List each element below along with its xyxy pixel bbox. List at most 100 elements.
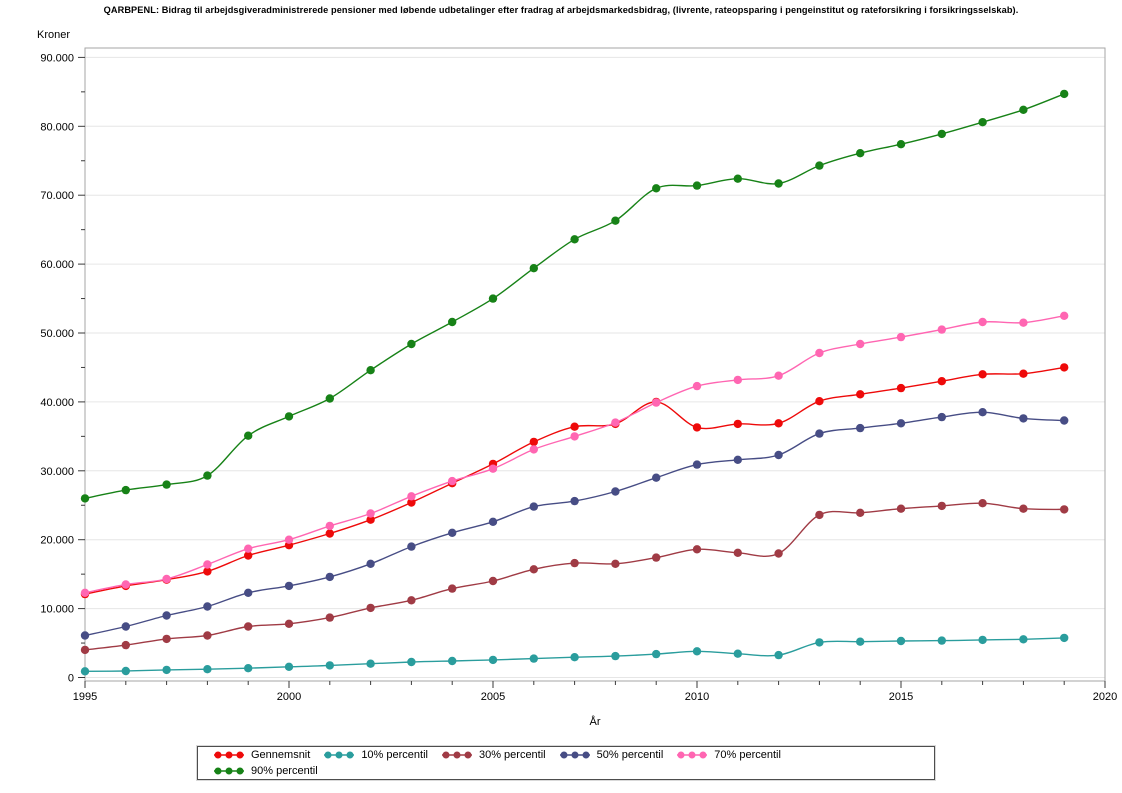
series-point: [284, 412, 294, 421]
series-point: [244, 551, 253, 560]
legend-item: 70% percentil: [676, 749, 781, 761]
y-tick-label: 10.000: [40, 604, 74, 616]
legend-row: 90% percentil: [198, 763, 934, 779]
series-point: [448, 656, 457, 666]
series-point: [774, 650, 783, 660]
x-tick-label: 1995: [73, 691, 97, 703]
series-point: [978, 370, 987, 379]
series-point: [856, 637, 865, 646]
series-point: [244, 622, 253, 631]
legend-series-marker-icon: [677, 751, 708, 759]
legend-series-marker-icon: [441, 751, 472, 759]
series-point: [162, 634, 171, 644]
y-tick-label: 20.000: [40, 535, 74, 547]
series-point: [284, 535, 294, 544]
series-point: [80, 494, 90, 503]
series-point: [121, 666, 130, 676]
series-point: [366, 515, 375, 524]
series-point: [162, 480, 171, 489]
series-point: [203, 567, 212, 576]
series-point: [856, 339, 865, 349]
legend-series-marker-icon: [559, 751, 590, 759]
series-point: [121, 640, 130, 650]
series-point: [856, 149, 865, 158]
series-point: [244, 664, 253, 673]
series-point: [1060, 416, 1069, 425]
series-point: [529, 445, 538, 454]
series-point: [448, 584, 457, 593]
series-point: [366, 366, 375, 375]
legend-label: 70% percentil: [714, 749, 781, 761]
series-point: [1060, 311, 1069, 320]
legend-item: 30% percentil: [441, 749, 546, 761]
series-point: [80, 588, 90, 597]
series-point: [815, 429, 824, 438]
series-point: [529, 654, 538, 663]
series-point: [325, 529, 334, 538]
series-point: [244, 588, 253, 597]
series-point: [284, 662, 294, 671]
series-point: [896, 419, 906, 428]
x-tick-label: 2015: [889, 691, 913, 703]
y-tick-label: 90.000: [40, 52, 74, 64]
series-point: [692, 545, 702, 554]
series-point: [407, 596, 416, 605]
series-point: [203, 471, 212, 480]
y-axis-title: Kroner: [37, 29, 71, 41]
y-tick-label: 40.000: [40, 397, 74, 409]
series-point: [896, 504, 906, 513]
series-point: [733, 649, 742, 658]
series-point: [529, 264, 538, 273]
series-point: [896, 383, 906, 393]
series-point: [774, 549, 783, 558]
series-point: [896, 636, 906, 646]
series-point: [815, 348, 824, 358]
series-point: [80, 645, 90, 655]
x-axis-title: År: [589, 716, 601, 728]
series-point: [529, 502, 538, 511]
legend-series-marker-icon: [324, 751, 355, 759]
series-point: [856, 508, 865, 517]
series-point: [448, 476, 457, 486]
y-tick-label: 0: [68, 673, 74, 685]
series-point: [815, 161, 824, 170]
x-tick-label: 2010: [685, 691, 709, 703]
series-point: [937, 129, 946, 139]
series-point: [325, 521, 334, 531]
series-point: [652, 184, 661, 193]
legend-item: 50% percentil: [559, 749, 663, 761]
series-line: [84, 502, 1065, 651]
series-point: [1019, 318, 1028, 327]
series-point: [407, 498, 416, 507]
series-point: [162, 665, 171, 675]
series-point: [815, 510, 824, 520]
series-point: [733, 455, 742, 464]
chart-title: QARBPENL: Bidrag til arbejdsgiveradminis…: [103, 5, 1019, 15]
series-point: [407, 657, 416, 667]
series-point: [203, 560, 212, 569]
series-point: [1060, 505, 1069, 514]
series-point: [733, 375, 742, 385]
series-point: [570, 432, 579, 441]
series-point: [366, 659, 375, 668]
series-point: [529, 437, 538, 447]
series-point: [162, 611, 171, 620]
series-point: [733, 419, 742, 429]
series-point: [937, 325, 946, 334]
x-tick-label: 2000: [277, 691, 301, 703]
series-point: [978, 408, 987, 417]
series-point: [121, 485, 130, 495]
series-point: [448, 528, 457, 537]
series-point: [692, 181, 702, 190]
series-point: [570, 422, 579, 431]
series-point: [407, 542, 416, 551]
series-point: [366, 603, 375, 613]
legend-item: Gennemsnit: [213, 749, 310, 761]
series-point: [121, 580, 130, 589]
y-tick-label: 50.000: [40, 328, 74, 340]
series-point: [856, 390, 865, 399]
series-point: [652, 398, 661, 407]
series-point: [774, 419, 783, 428]
series-point: [325, 613, 334, 622]
